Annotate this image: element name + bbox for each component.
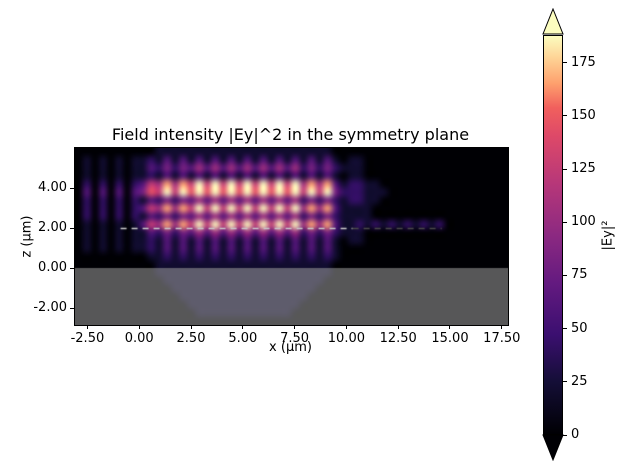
x-tick-mark xyxy=(86,325,88,329)
colorbar-extend-down-arrow xyxy=(542,434,564,461)
y-tick-mark xyxy=(70,307,74,309)
colorbar-tick-mark xyxy=(563,274,567,276)
plot-title: Field intensity |Ey|^2 in the symmetry p… xyxy=(111,125,470,144)
x-tick-mark xyxy=(501,325,503,329)
colorbar-tick-mark xyxy=(563,115,567,117)
x-tick-mark xyxy=(345,325,347,329)
colorbar-tick-label: 100 xyxy=(571,214,596,230)
x-tick-mark xyxy=(138,325,140,329)
colorbar-tick-mark xyxy=(563,62,567,64)
x-axis-label: x (µm) xyxy=(269,340,312,355)
colorbar-tick-mark xyxy=(563,168,567,170)
x-tick-label: 5.00 xyxy=(228,331,258,346)
axes-area xyxy=(74,147,509,326)
x-tick-label: 10.00 xyxy=(327,331,365,346)
x-tick-label: 0.00 xyxy=(124,331,154,346)
colorbar-tick-label: 25 xyxy=(571,373,588,389)
x-tick-label: 12.50 xyxy=(379,331,417,346)
colorbar-tick-label: 150 xyxy=(571,107,596,123)
colorbar-tick-mark xyxy=(563,381,567,383)
colorbar-tick-label: 50 xyxy=(571,320,588,336)
x-tick-mark xyxy=(190,325,192,329)
y-tick-label: 0.00 xyxy=(38,260,67,275)
x-tick-mark xyxy=(449,325,451,329)
colorbar-tick-label: 125 xyxy=(571,161,596,177)
colorbar-tick-label: 175 xyxy=(571,54,596,70)
x-tick-label: -2.50 xyxy=(70,331,105,346)
x-tick-label: 2.50 xyxy=(176,331,206,346)
y-tick-label: -2.00 xyxy=(33,300,67,315)
y-tick-label: 4.00 xyxy=(38,180,67,195)
x-tick-label: 15.00 xyxy=(431,331,469,346)
y-tick-mark xyxy=(70,267,74,269)
y-tick-mark xyxy=(70,227,74,229)
colorbar-tick-label: 75 xyxy=(571,267,588,283)
x-tick-label: 7.50 xyxy=(280,331,310,346)
x-tick-label: 17.50 xyxy=(483,331,521,346)
colorbar-over-triangle xyxy=(542,8,564,35)
y-tick-label: 2.00 xyxy=(38,220,67,235)
colorbar-tick-label: 0 xyxy=(571,427,580,442)
colorbar-under-triangle xyxy=(542,434,564,461)
colorbar-tick-mark xyxy=(563,434,567,436)
x-tick-mark xyxy=(294,325,296,329)
y-tick-mark xyxy=(70,187,74,189)
x-tick-mark xyxy=(242,325,244,329)
colorbar-tick-mark xyxy=(563,221,567,223)
colorbar-gradient xyxy=(543,35,563,435)
x-tick-mark xyxy=(397,325,399,329)
colorbar-extend-up-arrow xyxy=(542,8,564,35)
colorbar-tick-mark xyxy=(563,328,567,330)
heatmap-canvas xyxy=(75,148,508,325)
